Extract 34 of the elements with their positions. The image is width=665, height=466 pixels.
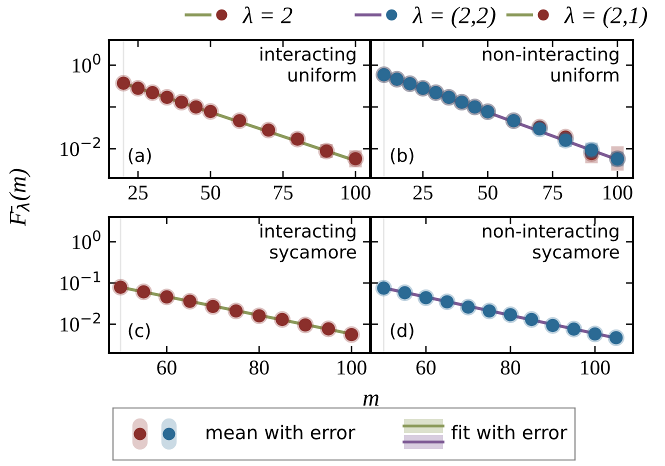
x-tick-label: 100 <box>338 360 366 375</box>
text: mean with error <box>206 424 356 440</box>
y-tick-label: 10$^{−2}$ <box>60 137 100 156</box>
annotation: non-interacting uniform <box>483 46 618 82</box>
annotation: interacting sycamore <box>260 224 356 262</box>
x-tick-label: 60 <box>416 360 436 375</box>
annotation: (c) <box>128 323 150 340</box>
text: fit with error <box>451 424 568 440</box>
legend-label: λ = 2 <box>242 6 292 24</box>
x-tick-label: 100 <box>581 360 610 375</box>
y-tick-label: 10$^{0}$ <box>72 230 100 250</box>
y-axis-title: F̄$_{λ}$(m) <box>9 168 30 226</box>
x-tick-label: 80 <box>250 360 269 375</box>
y-tick-label: 10$^{−1}$ <box>60 272 100 290</box>
x-axis-title: m <box>363 394 379 406</box>
x-tick-label: 25 <box>413 186 432 200</box>
y-tick-label: 10$^{0}$ <box>72 54 100 73</box>
x-tick-label: 60 <box>157 360 176 375</box>
x-tick-label: 100 <box>604 186 632 200</box>
x-tick-label: 75 <box>274 186 293 200</box>
x-tick-label: 100 <box>342 186 370 200</box>
legend-label: λ = (2,1) <box>564 6 648 28</box>
legend-label: λ = (2,2) <box>412 6 496 28</box>
x-tick-label: 25 <box>128 186 148 200</box>
annotation: interacting uniform <box>260 46 356 82</box>
x-tick-label: 75 <box>544 186 562 200</box>
annotation: (a) <box>128 148 151 164</box>
annotation: non-interacting sycamore <box>483 224 619 262</box>
y-tick-label: 10$^{−2}$ <box>60 312 100 332</box>
annotation: (b) <box>390 148 414 164</box>
x-tick-label: 50 <box>201 186 220 200</box>
x-tick-label: 80 <box>500 360 520 375</box>
annotation: (d) <box>390 323 414 340</box>
x-tick-label: 50 <box>478 186 498 200</box>
